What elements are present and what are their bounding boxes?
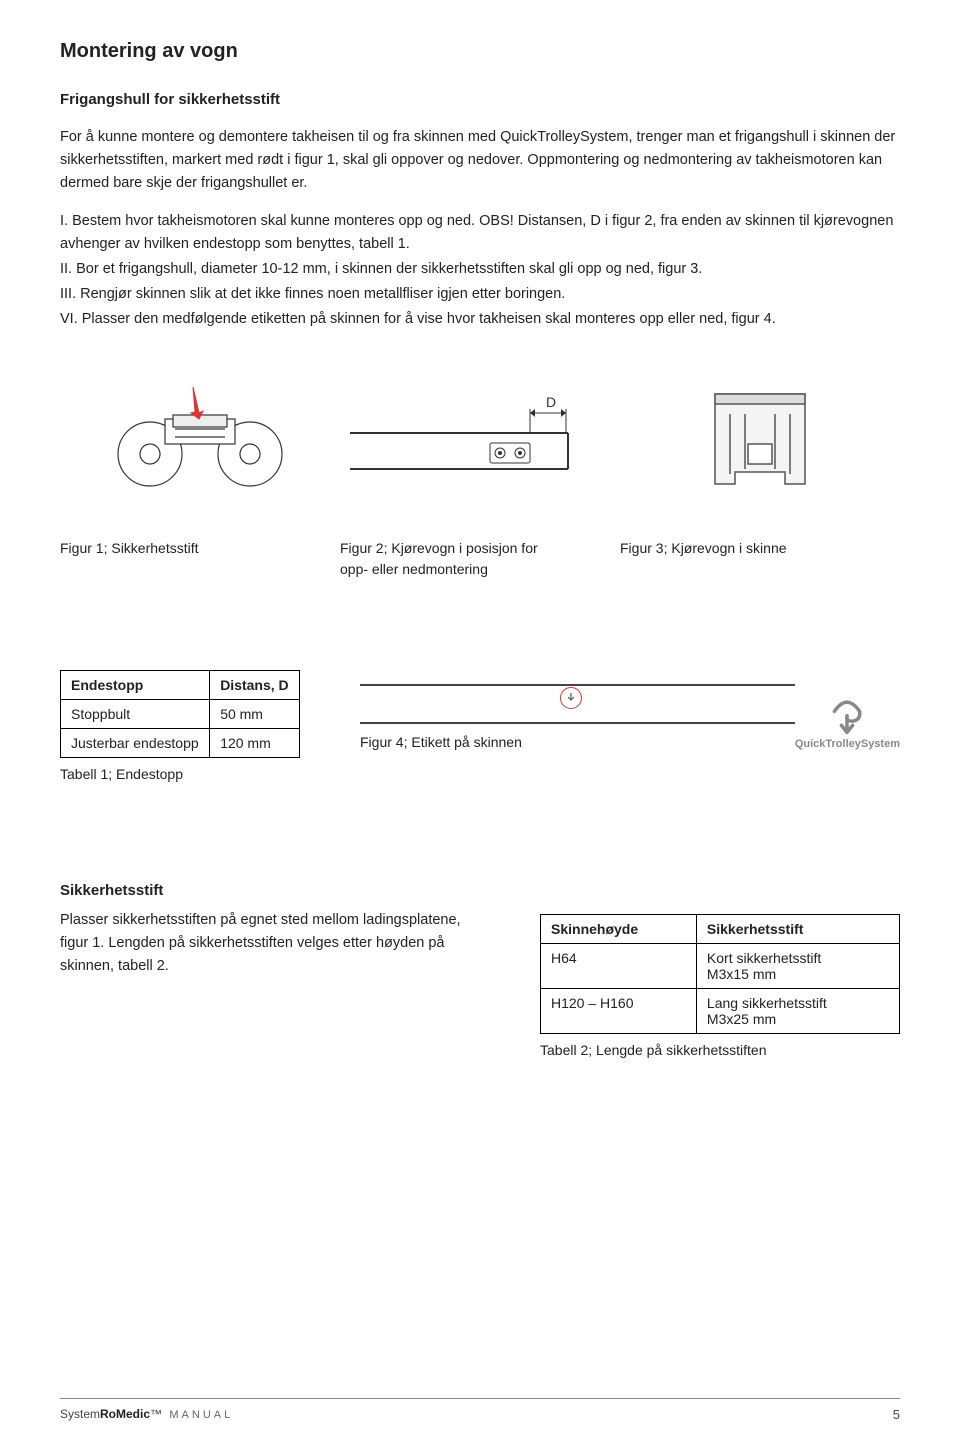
stift-heading: Sikkerhetsstift [60,882,480,899]
table-header: Distans, D [210,670,300,699]
table-row: Endestopp Distans, D [61,670,300,699]
page-title: Montering av vogn [60,40,900,63]
brand-part1: System [60,1407,100,1421]
table-2-wrap: Skinnehøyde Sikkerhetsstift H64 Kort sik… [540,882,900,1058]
qts-text: QuickTrolleySystem [795,738,900,750]
table-cell: Justerbar endestopp [61,728,210,757]
etikett-mark-icon [560,687,582,709]
table-row: H64 Kort sikkerhetsstift M3x15 mm [541,943,900,988]
table-row: Stoppbult 50 mm [61,699,300,728]
step-i: I. Bestem hvor takheismotoren skal kunne… [60,210,900,256]
table-cell: Lang sikkerhetsstift M3x25 mm [696,988,899,1033]
table-row: Skinnehøyde Sikkerhetsstift [541,914,900,943]
step-vi: VI. Plasser den medfølgende etiketten på… [60,308,900,331]
figure-4-wrap: Figur 4; Etikett på skinnen QuickTrolley… [360,670,900,782]
figures-row: D [60,364,900,514]
figure-2-caption: Figur 2; Kjørevogn i posisjon for opp- e… [340,538,620,580]
step-ii: II. Bor et frigangshull, diameter 10-12 … [60,258,900,281]
footer-manual: MANUAL [169,1409,233,1421]
table-cell: Kort sikkerhetsstift M3x15 mm [696,943,899,988]
table-cell: 50 mm [210,699,300,728]
d-label: D [546,394,556,410]
rail-cross-section-icon [700,374,820,504]
stift-text: Sikkerhetsstift Plasser sikkerhetsstifte… [60,882,480,1058]
brand-part2: RoMedic [100,1407,150,1421]
figure-3 [620,364,900,514]
brand-tm: ™ [150,1407,162,1421]
table-1-wrap: Endestopp Distans, D Stoppbult 50 mm Jus… [60,670,300,782]
page-footer: SystemRoMedic™ MANUAL 5 [60,1398,900,1422]
table-cell: H120 – H160 [541,988,697,1033]
bottom-section: Sikkerhetsstift Plasser sikkerhetsstifte… [60,882,900,1058]
table-header: Endestopp [61,670,210,699]
figure-captions: Figur 1; Sikkerhetsstift Figur 2; Kjørev… [60,538,900,580]
figure-2: D [340,364,620,514]
step-iii: III. Rengjør skinnen slik at det ikke fi… [60,283,900,306]
table-header: Skinnehøyde [541,914,697,943]
table-2-caption: Tabell 2; Lengde på sikkerhetsstiften [540,1042,900,1058]
figure-3-caption: Figur 3; Kjørevogn i skinne [620,538,900,580]
figure-2-caption-line1: Figur 2; Kjørevogn i posisjon for [340,540,538,556]
figure-2-caption-line2: opp- eller nedmontering [340,561,488,577]
table-cell: Stoppbult [61,699,210,728]
figure-1 [60,364,340,514]
table-cell: H64 [541,943,697,988]
table-row: Justerbar endestopp 120 mm [61,728,300,757]
table-1: Endestopp Distans, D Stoppbult 50 mm Jus… [60,670,300,758]
trolley-icon [115,379,285,499]
figure-4-schematic [360,680,795,724]
qts-arrow-icon [826,696,868,738]
page-number: 5 [893,1407,900,1422]
middle-section: Endestopp Distans, D Stoppbult 50 mm Jus… [60,670,900,782]
figure-4-caption: Figur 4; Etikett på skinnen [360,734,795,750]
rail-position-icon: D [350,389,610,489]
table-header: Sikkerhetsstift [696,914,899,943]
footer-brand: SystemRoMedic™ MANUAL [60,1407,233,1422]
table-2: Skinnehøyde Sikkerhetsstift H64 Kort sik… [540,914,900,1034]
red-arrow-icon [191,387,203,419]
table-row: H120 – H160 Lang sikkerhetsstift M3x25 m… [541,988,900,1033]
qts-logo: QuickTrolleySystem [795,696,900,750]
intro-paragraph: For å kunne montere og demontere takheis… [60,126,900,196]
table-1-caption: Tabell 1; Endestopp [60,766,300,782]
table-cell: 120 mm [210,728,300,757]
section-subheading: Frigangshull for sikkerhetsstift [60,91,900,108]
steps-block: I. Bestem hvor takheismotoren skal kunne… [60,210,900,332]
figure-1-caption: Figur 1; Sikkerhetsstift [60,538,340,580]
stift-body: Plasser sikkerhetsstiften på egnet sted … [60,909,480,979]
